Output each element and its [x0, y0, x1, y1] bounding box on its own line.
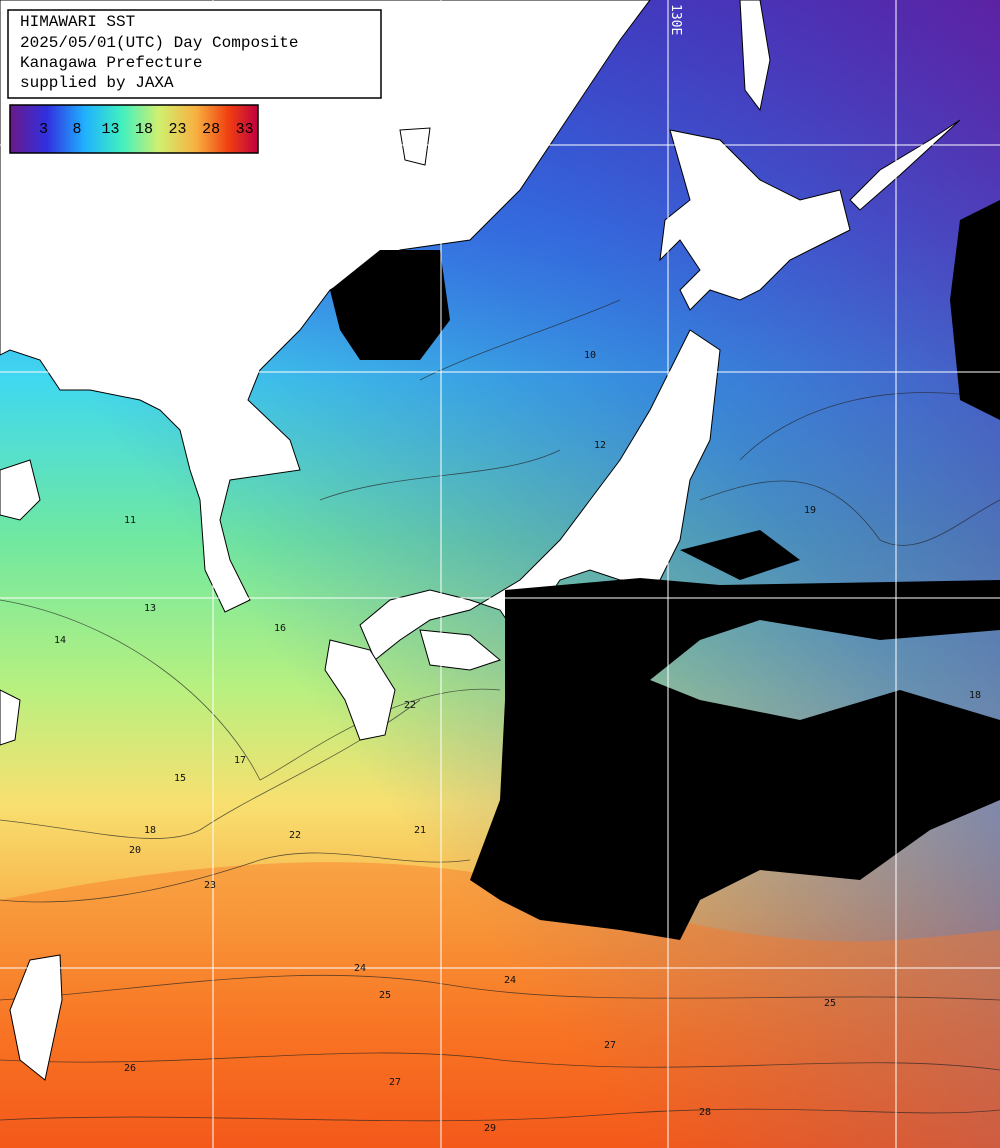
contour-label: 22 — [289, 830, 301, 841]
contour-label: 27 — [389, 1077, 401, 1088]
contour-label: 18 — [969, 690, 981, 701]
header-date: 2025/05/01(UTC) Day Composite — [20, 34, 298, 52]
contour-label: 27 — [604, 1040, 616, 1051]
contour-label: 24 — [354, 963, 366, 974]
contour-label: 28 — [699, 1107, 711, 1118]
contour-label: 16 — [274, 623, 286, 634]
contour-label: 24 — [504, 975, 516, 986]
isotherms — [0, 299, 1000, 1122]
colorbar-tick-label: 23 — [169, 121, 187, 138]
contour-label: 12 — [594, 440, 606, 451]
colorbar-tick-label: 33 — [236, 121, 254, 138]
header-credit: supplied by JAXA — [20, 74, 174, 92]
colorbar-ticks: 3 8 13 18 23 28 33 — [39, 121, 254, 138]
contour-label: 29 — [484, 1123, 496, 1134]
contour-label: 18 — [144, 825, 156, 836]
contour-label: 23 — [204, 880, 216, 891]
colorbar — [9, 104, 259, 154]
cloud-mask — [330, 200, 1000, 940]
warm-water — [0, 862, 1000, 1148]
header-title: HIMAWARI SST — [20, 13, 135, 31]
contour-label: 11 — [124, 515, 136, 526]
contour-label: 25 — [824, 998, 836, 1009]
colorbar-tick-label: 18 — [135, 121, 153, 138]
contour-label: 14 — [54, 635, 66, 646]
contour-labels: 1215182022212324252627282919181013162422… — [54, 350, 981, 1134]
contour-label: 10 — [584, 350, 596, 361]
contour-label: 22 — [404, 700, 416, 711]
colorbar-tick-label: 8 — [73, 121, 82, 138]
colorbar-tick-label: 28 — [202, 121, 220, 138]
header-region: Kanagawa Prefecture — [20, 54, 202, 72]
contour-label: 25 — [379, 990, 391, 1001]
contour-label: 17 — [234, 755, 246, 766]
contour-label: 20 — [129, 845, 141, 856]
contour-label: 21 — [414, 825, 426, 836]
contour-label: 13 — [144, 603, 156, 614]
grid-label: 130E — [668, 4, 683, 35]
contour-label: 15 — [174, 773, 186, 784]
header-box — [7, 9, 382, 99]
contour-label: 26 — [124, 1063, 136, 1074]
colorbar-tick-label: 13 — [102, 121, 120, 138]
colorbar-tick-label: 3 — [39, 121, 48, 138]
contour-label: 19 — [804, 505, 816, 516]
